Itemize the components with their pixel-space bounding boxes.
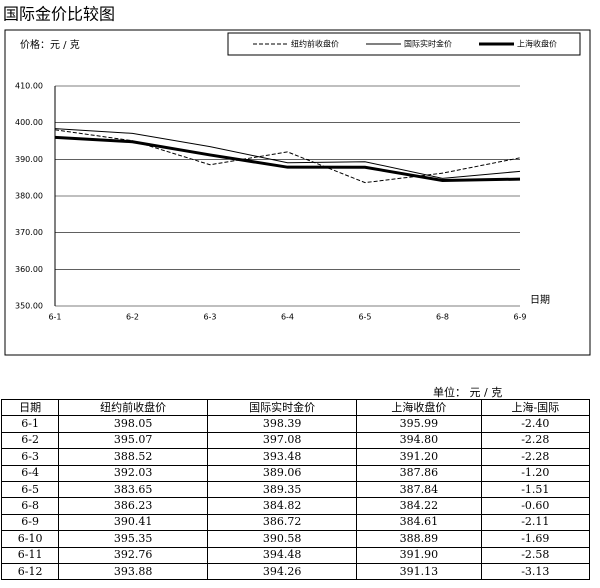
table-row: 6-11 392.76 394.48 391.90 -2.58 [0, 546, 591, 564]
table-cell: 纽约前收盘价 [58, 398, 209, 417]
x-tick-label: 6-8 [436, 313, 449, 322]
table-cell: 389.35 [207, 480, 358, 499]
table-cell: 398.39 [207, 415, 358, 433]
table-cell: 394.80 [356, 431, 482, 450]
table-cell: 上海-国际 [480, 398, 591, 417]
unit: 单位： 元 / 克 [433, 386, 503, 399]
y-tick-label: 390.00 [15, 155, 43, 164]
legend-label: 纽约前收盘价 [291, 39, 339, 49]
table-cell: 391.20 [356, 448, 482, 466]
table-cell: 395.07 [58, 431, 209, 450]
table-cell: 6-1 [0, 415, 60, 433]
table-row: 6-4 392.03 389.06 387.86 -1.20 [0, 464, 591, 482]
table-cell: 389.06 [207, 464, 358, 482]
table-cell: 国际实时金价 [207, 398, 358, 417]
y-tick-label: 410.00 [15, 82, 43, 91]
table-cell: 388.89 [356, 530, 482, 548]
table-cell: 6-5 [0, 480, 60, 499]
table-cell: -2.28 [480, 448, 591, 466]
table-cell: 393.88 [58, 562, 209, 581]
table-cell: 398.05 [58, 415, 209, 433]
table-cell: 384.61 [356, 513, 482, 532]
table-row: 6-3 388.52 393.48 391.20 -2.28 [0, 448, 591, 466]
y-tick-label: 350.00 [15, 302, 43, 311]
table-cell: 日期 [0, 398, 60, 417]
table-cell: 6-12 [0, 562, 60, 581]
table-cell: 6-3 [0, 448, 60, 466]
table-cell: 393.48 [207, 448, 358, 466]
y-tick-label: 400.00 [15, 118, 43, 127]
y-tick-label: 360.00 [15, 265, 43, 274]
table-cell: 388.52 [58, 448, 209, 466]
table-cell: 394.48 [207, 546, 358, 564]
table-header: 日期 纽约前收盘价 国际实时金价 上海收盘价 上海-国际 [0, 398, 591, 417]
legend-box [227, 32, 581, 56]
x-tick-label: 6-4 [281, 313, 294, 322]
y-axis-label: 价格：元 / 克 [20, 38, 80, 51]
table-row: 6-9 390.41 386.72 384.61 -2.11 [0, 513, 591, 532]
x-tick-label: 6-3 [203, 313, 216, 322]
table-cell: -3.13 [480, 562, 591, 581]
x-tick-label: 6-5 [358, 313, 371, 322]
table-cell: 6-4 [0, 464, 60, 482]
table-cell: 395.35 [58, 530, 209, 548]
table-cell: 387.84 [356, 480, 482, 499]
table-cell: -1.69 [480, 530, 591, 548]
x-axis-label: 日期 [530, 294, 550, 306]
y-tick-label: 370.00 [15, 228, 43, 237]
y-tick-label: 380.00 [15, 192, 43, 201]
table-cell: 6-10 [0, 530, 60, 548]
legend-label: 国际实时金价 [404, 39, 452, 49]
series-line [54, 128, 521, 179]
table-cell: 6-9 [0, 513, 60, 532]
table-cell: 392.03 [58, 464, 209, 482]
table-cell: 386.23 [58, 497, 209, 515]
x-tick-label: 6-2 [126, 313, 139, 322]
table-cell: 394.26 [207, 562, 358, 581]
table-cell: 391.13 [356, 562, 482, 581]
table-cell: -1.51 [480, 480, 591, 499]
table-cell: 6-11 [0, 546, 60, 564]
table-row: 6-2 395.07 397.08 394.80 -2.28 [0, 431, 591, 450]
table-cell: 383.65 [58, 480, 209, 499]
chart: 国际金价比较图 价格：元 / 克 日期 350.00 360.00 370.00 38… [3, 5, 591, 356]
table-row: 6-5 383.65 389.35 387.84 -1.51 [0, 480, 591, 499]
data-table: 日期 纽约前收盘价 国际实时金价 上海收盘价 上海-国际 6-1 398.05 398.39 3… [0, 398, 591, 581]
table-cell: -2.11 [480, 513, 591, 532]
series-line [54, 135, 521, 183]
table-cell: 397.08 [207, 431, 358, 450]
table-row: 6-10 395.35 390.58 388.89 -1.69 [0, 530, 591, 548]
table-cell: 387.86 [356, 464, 482, 482]
table-cell: 391.90 [356, 546, 482, 564]
table-cell: 395.99 [356, 415, 482, 433]
table-cell: -2.28 [480, 431, 591, 450]
table-cell: 392.76 [58, 546, 209, 564]
table-cell: -0.60 [480, 497, 591, 515]
table-cell: 6-2 [0, 431, 60, 450]
table-cell: 上海收盘价 [356, 398, 482, 417]
table-row: 6-12 393.88 394.26 391.13 -3.13 [0, 562, 591, 581]
series-line [54, 129, 521, 184]
table-cell: -1.20 [480, 464, 591, 482]
chart-frame [4, 29, 591, 356]
table-cell: 386.72 [207, 513, 358, 532]
table-cell: 6-8 [0, 497, 60, 515]
table-row: 6-8 386.23 384.82 384.22 -0.60 [0, 497, 591, 515]
chart-title: 国际金价比较图 [3, 5, 115, 24]
table-row: 6-1 398.05 398.39 395.99 -2.40 [0, 415, 591, 433]
x-tick-label: 6-1 [48, 313, 61, 322]
table-cell: 384.82 [207, 497, 358, 515]
table-cell: 390.58 [207, 530, 358, 548]
table-cell: 384.22 [356, 497, 482, 515]
legend-label: 上海收盘价 [517, 39, 557, 49]
x-tick-label: 6-9 [513, 313, 526, 322]
table-cell: -2.58 [480, 546, 591, 564]
table-cell: 390.41 [58, 513, 209, 532]
table-cell: -2.40 [480, 415, 591, 433]
